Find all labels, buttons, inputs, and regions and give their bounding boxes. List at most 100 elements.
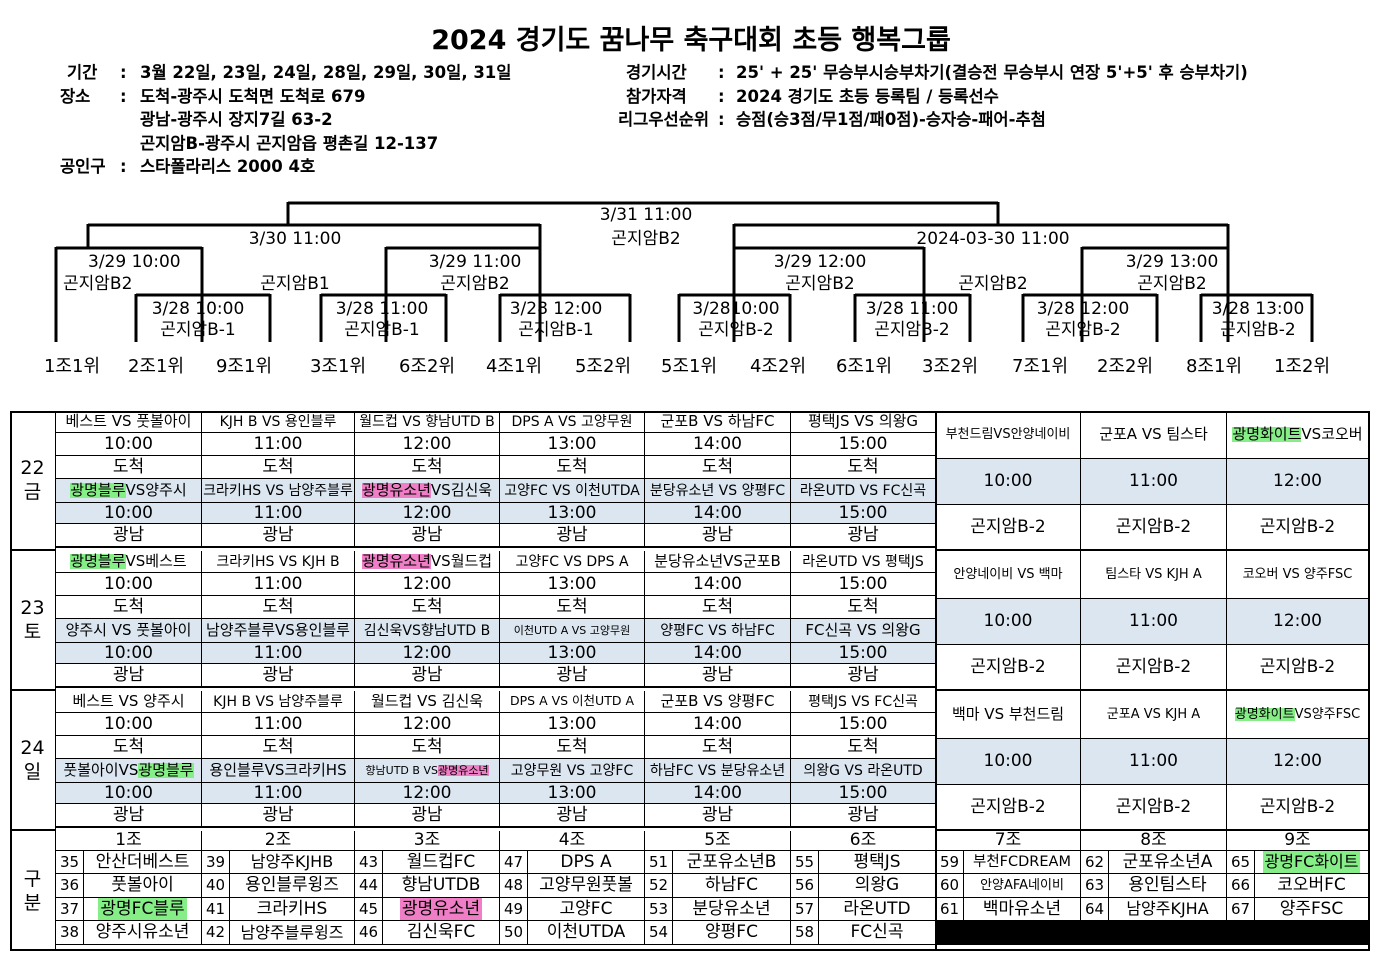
venue-cell: 도척 (791, 456, 936, 479)
team-number: 48 (500, 874, 528, 897)
time-cell: 13:00 (500, 783, 645, 804)
time-cell: 11:00 (1081, 599, 1227, 645)
info-value: 2024 경기도 초등 등록팀 / 등록선수 (736, 86, 999, 106)
venue-cell: 도척 (202, 736, 355, 759)
info-value: 승점(승3점/무1점/패0점)-승자승-패어-추첨 (736, 110, 1046, 129)
time-cell: 12:00 (355, 783, 500, 804)
team-number: 66 (1227, 874, 1255, 897)
venue-cell: 광남 (791, 524, 936, 548)
r16-venue: 곤지암B-2 (698, 320, 774, 340)
time-cell: 13:00 (500, 713, 645, 736)
match-cell: 광명유소년 VS김신욱 (355, 479, 500, 503)
team-entry: 36 풋볼아이 (56, 874, 202, 898)
venue-cell: 광남 (202, 664, 355, 688)
info-colon: : (120, 63, 127, 82)
team-entry: 49 고양FC (500, 898, 645, 921)
divider (935, 551, 937, 691)
match-cell: DPS A VS 고양무원 (500, 411, 645, 433)
quarter-venue: 곤지암B2 (1137, 274, 1206, 294)
seed-label: 2조2위 (1097, 356, 1153, 377)
info-label: 기간 (67, 63, 98, 82)
time-cell: 13:00 (500, 503, 645, 524)
venue-cell: 도척 (791, 736, 936, 759)
venue-cell: 도척 (500, 456, 645, 479)
venue-cell: 도척 (355, 456, 500, 479)
match-text: VS양주시 (125, 481, 187, 499)
match-cell: 안양네이비 VS 백마 (936, 551, 1081, 599)
venue-cell: 광남 (645, 664, 791, 688)
time-cell: 10:00 (56, 573, 202, 596)
team-name: 부천FCDREAM (973, 853, 1071, 870)
match-cell: 군포B VS 하남FC (645, 411, 791, 433)
team-name: 이천UTDA (546, 922, 626, 942)
time-cell: 11:00 (202, 643, 355, 664)
venue-cell: 도척 (56, 736, 202, 759)
venue-cell: 광남 (500, 804, 645, 828)
team-name: 남양주KJHB (250, 852, 334, 871)
team-name: 안산더베스트 (95, 851, 190, 872)
team-entry: 38 양주시유소년 (56, 921, 202, 945)
team-entry: 41 크라키HS (202, 898, 355, 921)
match-cell: 양주시 VS 풋볼아이 (56, 619, 202, 643)
venue-cell: 곤지암B-2 (1081, 785, 1227, 831)
team-number: 51 (645, 851, 673, 873)
match-cell: 광명유소년 VS월드컵 (355, 551, 500, 573)
venue-cell: 곤지암B-2 (1227, 645, 1369, 691)
semi-venue: 곤지암B2 (958, 274, 1027, 294)
info-colon: : (718, 110, 725, 129)
venue-cell: 곤지암B-2 (936, 785, 1081, 831)
time-cell: 14:00 (645, 643, 791, 664)
venue-cell: 광남 (202, 804, 355, 828)
team-entry: 52 하남FC (645, 874, 791, 898)
venue-cell: 도척 (56, 596, 202, 619)
group-header: 1조 (56, 831, 202, 851)
r16-time: 3/28 12:00 (510, 299, 603, 319)
seed-label: 2조1위 (128, 356, 184, 377)
team-number: 65 (1227, 851, 1255, 873)
match-cell: 의왕G VS 라온UTD (791, 759, 936, 783)
venue-cell: 도척 (355, 596, 500, 619)
team-number: 60 (936, 874, 964, 897)
info-value: 곤지암B-광주시 곤지암읍 평촌길 12-137 (140, 133, 439, 153)
team-number: 43 (355, 851, 383, 873)
venue-cell: 광남 (355, 664, 500, 688)
semi-time: 2024-03-30 11:00 (916, 229, 1069, 249)
team-name: 향남UTDB (401, 875, 481, 895)
time-cell: 10:00 (936, 459, 1081, 505)
team-name: DPS A (560, 851, 612, 872)
venue-cell: 도척 (791, 596, 936, 619)
day-label-text: 일 (23, 761, 42, 783)
match-cell: 광명블루 VS양주시 (56, 479, 202, 503)
seed-label: 5조2위 (575, 356, 631, 377)
groups-label-text: 분 (23, 891, 42, 914)
team-name: 군포유소년A (1122, 851, 1213, 872)
info-label: 공인구 (60, 157, 106, 176)
venue-cell: 도척 (645, 596, 791, 619)
quarter-time: 3/29 10:00 (88, 252, 181, 272)
info-left: 기간:3월 22일, 23일, 24일, 28일, 29일, 30일, 31일 장… (60, 61, 620, 181)
team-number: 61 (936, 898, 964, 920)
time-cell: 12:00 (355, 433, 500, 456)
venue-cell: 광남 (56, 524, 202, 548)
venue-cell: 광남 (500, 664, 645, 688)
team-entry: 58 FC신곡 (791, 921, 936, 945)
final-time: 3/31 11:00 (600, 205, 693, 225)
venue-cell: 광남 (56, 804, 202, 828)
team-entry: 39 남양주KJHB (202, 851, 355, 874)
r16-time: 3/2810:00 (692, 299, 779, 319)
time-cell: 10:00 (56, 643, 202, 664)
team-name: 고양FC (559, 898, 613, 919)
group-header: 7조 (936, 831, 1081, 851)
team-number: 64 (1081, 898, 1109, 920)
team-name: 광명FC화이트 (1262, 851, 1361, 873)
venue-cell: 광남 (645, 804, 791, 828)
time-cell: 11:00 (202, 573, 355, 596)
venue-cell: 도척 (645, 736, 791, 759)
team-entry: 66 코오버FC (1227, 874, 1369, 898)
team-number: 58 (791, 921, 819, 944)
match-cell: 향남UTD B VS 광명유소년 (355, 759, 500, 783)
team-entry: 56 의왕G (791, 874, 936, 898)
match-text: 광명유소년 (361, 552, 431, 570)
time-cell: 15:00 (791, 573, 936, 596)
groups-label-text: 구 (23, 867, 42, 890)
